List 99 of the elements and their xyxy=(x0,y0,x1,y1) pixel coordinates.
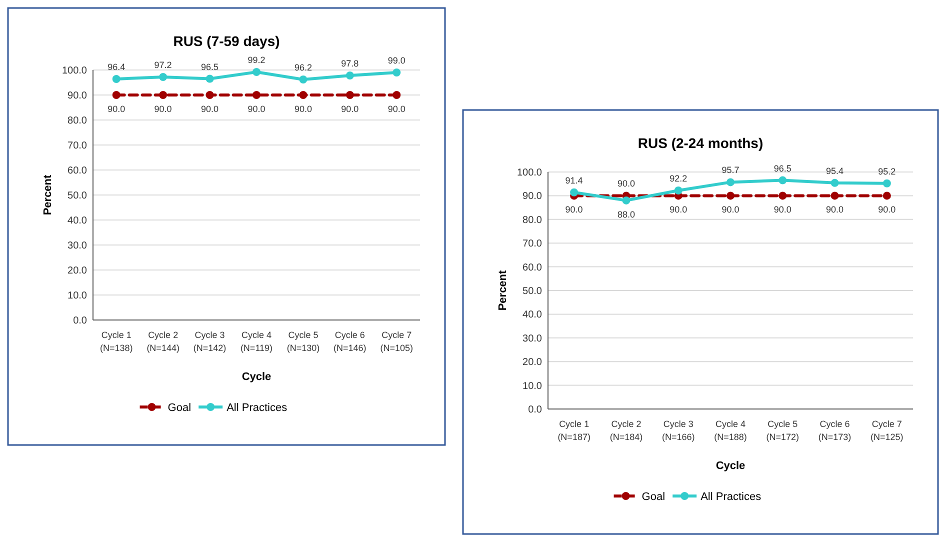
legend-label: Goal xyxy=(642,490,666,503)
point xyxy=(778,192,787,200)
data-label: 90.0 xyxy=(154,104,172,114)
chart-title: RUS (2-24 months) xyxy=(638,135,764,151)
y-tick-label: 60.0 xyxy=(522,262,542,274)
x-tick-label: Cycle 5 (N=130) xyxy=(286,330,320,353)
point xyxy=(159,73,168,81)
point xyxy=(726,192,734,200)
data-label: 90.0 xyxy=(774,204,792,215)
y-tick-label: 30.0 xyxy=(68,240,88,252)
point xyxy=(206,74,214,83)
point xyxy=(392,91,401,99)
y-tick-label: 100.0 xyxy=(62,66,88,76)
data-label: 90.0 xyxy=(826,204,844,215)
point xyxy=(882,179,891,188)
y-tick-label: 50.0 xyxy=(522,286,542,297)
y-tick-label: 60.0 xyxy=(68,166,88,176)
x-tick-label: Cycle 7 (N=125) xyxy=(870,419,904,442)
y-tick-label: 10.0 xyxy=(522,380,542,392)
point xyxy=(830,192,839,200)
data-label: 90.0 xyxy=(722,204,740,215)
point xyxy=(622,196,630,204)
y-tick-label: 90.0 xyxy=(68,90,88,102)
data-label: 91.4 xyxy=(565,175,583,186)
data-label: 92.2 xyxy=(670,173,688,184)
x-tick-label: Cycle 2 (N=184) xyxy=(610,419,643,442)
data-label: 95.7 xyxy=(722,165,740,176)
x-tick-label: Cycle 1 (N=187) xyxy=(558,419,590,442)
point xyxy=(726,178,734,186)
legend-label: Goal xyxy=(168,402,192,414)
data-label: 90.0 xyxy=(670,204,688,215)
y-tick-label: 80.0 xyxy=(68,116,88,126)
x-tick-label: Cycle 3 (N=142) xyxy=(193,330,226,353)
legend-label: All Practices xyxy=(700,490,762,503)
x-tick-label: Cycle 6 (N=173) xyxy=(818,419,852,442)
data-label: 97.8 xyxy=(341,58,359,68)
data-label: 90.0 xyxy=(294,104,312,114)
point xyxy=(778,176,787,184)
point xyxy=(674,186,682,194)
y-tick-label: 40.0 xyxy=(68,216,88,226)
y-tick-label: 20.0 xyxy=(68,266,88,276)
point xyxy=(206,91,214,99)
point xyxy=(299,91,308,99)
x-tick-label: Cycle 4 (N=188) xyxy=(714,419,747,442)
chart-title: RUS (7-59 days) xyxy=(173,33,280,49)
data-label: 96.5 xyxy=(774,163,792,174)
x-tick-label: Cycle 6 (N=146) xyxy=(334,330,366,353)
x-tick-label: Cycle 4 (N=119) xyxy=(240,330,273,353)
point xyxy=(112,75,120,83)
x-tick-label: Cycle 5 (N=172) xyxy=(766,419,800,442)
y-tick-label: 80.0 xyxy=(522,214,542,226)
point xyxy=(252,91,260,99)
point xyxy=(159,91,168,99)
data-label: 90.0 xyxy=(617,178,635,189)
legend-label: All Practices xyxy=(226,402,288,414)
x-axis-title: Cycle xyxy=(716,460,746,472)
data-label: 95.4 xyxy=(826,166,844,176)
data-label: 90.0 xyxy=(878,204,896,215)
y-axis-title: Percent xyxy=(497,270,509,311)
data-label: 96.4 xyxy=(108,62,126,72)
point xyxy=(252,68,260,76)
y-axis-title: Percent xyxy=(42,174,54,216)
y-tick-label: 0.0 xyxy=(73,316,88,326)
data-label: 90.0 xyxy=(248,104,266,114)
y-tick-label: 20.0 xyxy=(522,357,542,368)
data-label: 96.2 xyxy=(294,62,312,72)
x-tick-label: Cycle 3 (N=166) xyxy=(662,419,695,442)
point xyxy=(882,192,891,200)
data-label: 95.2 xyxy=(878,166,896,176)
x-tick-label: Cycle 1 (N=138) xyxy=(100,330,133,353)
y-tick-label: 0.0 xyxy=(528,404,542,416)
y-tick-label: 30.0 xyxy=(522,333,542,344)
data-label: 90.0 xyxy=(565,204,583,215)
data-label: 90.0 xyxy=(108,104,126,114)
x-tick-label: Cycle 2 (N=144) xyxy=(146,330,180,353)
point xyxy=(346,91,354,99)
data-label: 90.0 xyxy=(341,104,359,114)
data-label: 90.0 xyxy=(388,104,406,114)
data-label: 90.0 xyxy=(201,104,219,114)
y-tick-label: 40.0 xyxy=(522,310,542,321)
y-tick-label: 100.0 xyxy=(516,168,542,178)
x-axis-title: Cycle xyxy=(242,371,272,383)
y-tick-label: 90.0 xyxy=(522,191,542,202)
data-label: 99.0 xyxy=(388,56,406,66)
data-label: 99.2 xyxy=(248,55,266,65)
point xyxy=(570,188,578,196)
y-tick-label: 50.0 xyxy=(68,190,88,202)
y-tick-label: 70.0 xyxy=(522,238,542,250)
data-label: 88.0 xyxy=(617,209,635,220)
y-tick-label: 10.0 xyxy=(68,290,88,302)
point xyxy=(112,91,120,99)
data-label: 97.2 xyxy=(154,60,172,70)
y-tick-label: 70.0 xyxy=(68,140,88,152)
point xyxy=(299,76,308,84)
data-label: 96.5 xyxy=(201,62,219,72)
x-tick-label: Cycle 7 (N=105) xyxy=(380,330,414,353)
point xyxy=(830,178,839,187)
point xyxy=(346,72,354,80)
point xyxy=(392,68,401,76)
